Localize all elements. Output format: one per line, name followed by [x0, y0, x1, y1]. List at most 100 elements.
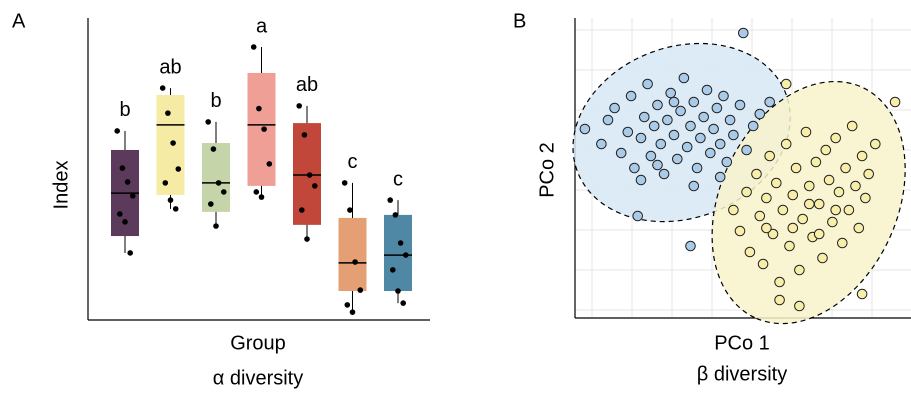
point [685, 120, 696, 132]
point [761, 222, 772, 234]
point [301, 132, 308, 138]
point [652, 159, 663, 171]
y-axis-label: PCo 2 [536, 142, 558, 198]
point [718, 90, 729, 102]
point [833, 186, 845, 198]
panel-label: A [12, 10, 26, 32]
point [774, 276, 785, 288]
point [734, 99, 746, 111]
point [691, 162, 703, 174]
point [787, 222, 799, 234]
caption: α diversity [213, 367, 303, 389]
point [400, 300, 407, 306]
point [860, 192, 871, 204]
point [856, 150, 868, 162]
point [296, 103, 303, 109]
point [757, 258, 769, 270]
point [312, 183, 318, 189]
point [856, 288, 868, 300]
point [681, 141, 693, 153]
point [306, 172, 313, 178]
point [853, 222, 865, 234]
point [347, 207, 353, 213]
point [130, 193, 136, 199]
point [823, 174, 835, 186]
point [790, 162, 802, 174]
point [250, 44, 257, 50]
point [172, 206, 179, 212]
point [403, 252, 409, 258]
point [668, 129, 680, 141]
point [256, 105, 262, 112]
point [357, 287, 364, 293]
point [122, 219, 128, 225]
point [648, 120, 660, 132]
point [266, 161, 273, 167]
point [167, 197, 174, 203]
point [208, 201, 214, 207]
point [751, 168, 762, 180]
point [744, 246, 756, 258]
point [771, 177, 782, 189]
point [738, 27, 749, 39]
point [261, 126, 267, 132]
point [695, 132, 706, 144]
group-letter: c [393, 168, 403, 190]
point [258, 194, 265, 200]
point [820, 144, 832, 156]
box [156, 95, 185, 195]
point [395, 288, 401, 294]
point [754, 108, 766, 120]
point [767, 228, 779, 240]
point [645, 150, 657, 162]
point [352, 259, 358, 265]
point [685, 240, 696, 252]
group-letter: c [348, 151, 358, 173]
point [652, 99, 663, 111]
point [728, 129, 739, 141]
point [741, 186, 752, 198]
point [804, 180, 815, 192]
point [813, 228, 825, 240]
point [794, 300, 805, 312]
point [662, 114, 673, 126]
point [672, 153, 683, 165]
point [159, 85, 166, 91]
point [675, 105, 686, 117]
point [688, 180, 700, 192]
point [127, 250, 133, 256]
point [349, 309, 356, 315]
box [384, 214, 412, 292]
point [761, 192, 772, 204]
point [817, 252, 828, 264]
point [688, 96, 700, 108]
point [213, 223, 219, 229]
point [655, 138, 667, 150]
point [215, 180, 222, 186]
point [629, 162, 640, 174]
point [889, 96, 901, 108]
point [114, 128, 120, 134]
box [202, 143, 230, 212]
point [165, 110, 171, 116]
point [210, 146, 217, 152]
point [622, 126, 634, 138]
point [800, 126, 812, 138]
point [813, 198, 825, 210]
point [632, 210, 644, 222]
point [764, 150, 776, 162]
point [804, 198, 815, 210]
point [668, 96, 680, 108]
point [830, 132, 842, 144]
point [780, 78, 792, 90]
point [205, 119, 211, 125]
point [728, 204, 739, 216]
point [794, 264, 805, 276]
point [253, 189, 260, 195]
point [837, 237, 848, 249]
point [701, 84, 713, 96]
point [797, 213, 809, 225]
point [642, 78, 653, 90]
point [602, 114, 614, 126]
